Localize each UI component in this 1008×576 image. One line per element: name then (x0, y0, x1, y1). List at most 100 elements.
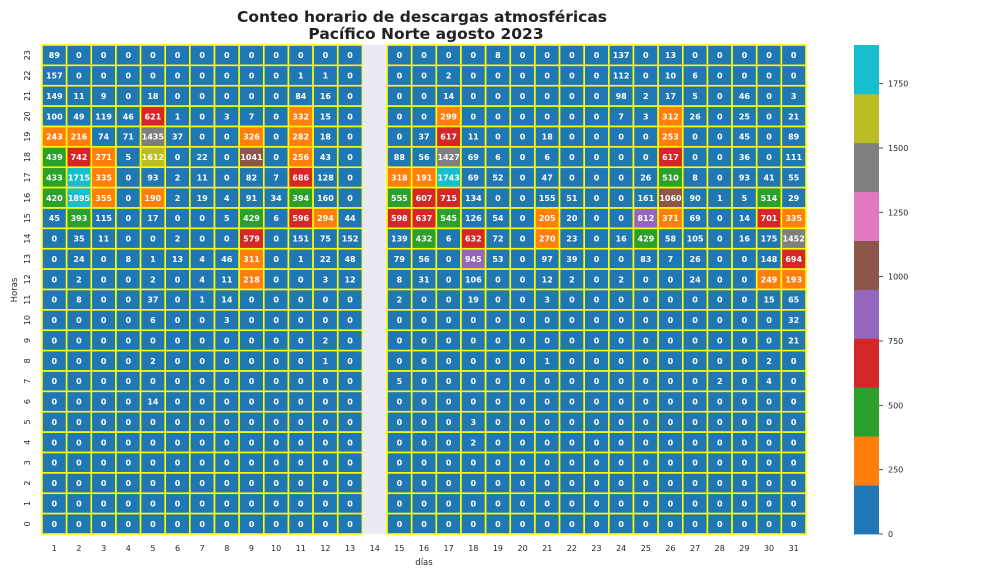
cell-label-d7-h13: 4 (199, 255, 205, 264)
x-tick-label-16: 16 (419, 544, 429, 553)
cell-label-d5-h5: 0 (150, 418, 156, 427)
y-tick-label-8: 8 (23, 358, 32, 363)
cell-label-d11-h12: 0 (298, 275, 304, 284)
heatmap-cell-missing-d14-h19 (362, 126, 388, 147)
cell-label-d15-h11: 2 (397, 296, 403, 305)
cell-label-d24-h7: 0 (618, 377, 624, 386)
cell-label-d28-h22: 0 (717, 72, 723, 81)
cell-label-d15-h14: 139 (391, 235, 408, 244)
cell-label-d25-h6: 0 (643, 398, 649, 407)
cell-label-d20-h11: 0 (520, 296, 526, 305)
cell-label-d21-h19: 18 (542, 133, 554, 142)
cell-label-d12-h1: 0 (323, 499, 329, 508)
cell-label-d26-h8: 0 (668, 357, 674, 366)
cell-label-d11-h21: 84 (295, 92, 307, 101)
cell-label-d31-h16: 29 (788, 194, 800, 203)
colorbar-segment-7 (854, 142, 879, 193)
cell-label-d24-h5: 0 (618, 418, 624, 427)
colorbar-tick-label-500: 500 (888, 401, 903, 410)
cell-label-d7-h16: 19 (197, 194, 209, 203)
cell-label-d7-h21: 0 (199, 92, 205, 101)
cell-label-d19-h23: 8 (495, 51, 501, 60)
cell-label-d30-h13: 148 (761, 255, 778, 264)
x-tick-label-26: 26 (665, 544, 675, 553)
cell-label-d22-h4: 0 (569, 438, 575, 447)
cell-label-d8-h0: 0 (224, 520, 230, 529)
cell-label-d21-h22: 0 (544, 72, 550, 81)
x-tick-label-25: 25 (641, 544, 651, 553)
heatmap-cell-d31-h0 (780, 512, 807, 535)
heatmap-cell-missing-d14-h6 (362, 391, 388, 412)
cell-label-d30-h19: 0 (766, 133, 772, 142)
cell-label-d15-h12: 8 (397, 275, 403, 284)
cell-label-d5-h12: 2 (150, 275, 156, 284)
x-tick-label-11: 11 (296, 544, 306, 553)
cell-label-d6-h20: 1 (175, 112, 181, 121)
cell-label-d30-h21: 0 (766, 92, 772, 101)
cell-label-d18-h9: 0 (471, 336, 477, 345)
cell-label-d22-h19: 0 (569, 133, 575, 142)
cell-label-d27-h7: 0 (692, 377, 698, 386)
cell-label-d22-h17: 0 (569, 173, 575, 182)
cell-label-d25-h2: 0 (643, 479, 649, 488)
cell-label-d6-h6: 0 (175, 398, 181, 407)
cell-label-d31-h2: 0 (791, 479, 797, 488)
cell-label-d16-h19: 37 (418, 133, 429, 142)
cell-label-d5-h23: 0 (150, 51, 156, 60)
cell-label-d5-h15: 17 (147, 214, 158, 223)
cell-label-d28-h6: 0 (717, 398, 723, 407)
cell-label-d26-h17: 510 (662, 173, 679, 182)
cell-label-d27-h18: 0 (692, 153, 698, 162)
cell-label-d12-h8: 1 (323, 357, 329, 366)
y-tick-label-0: 0 (23, 521, 32, 526)
cell-label-d15-h5: 0 (397, 418, 403, 427)
cell-label-d20-h18: 0 (520, 153, 526, 162)
colorbar-segment-3 (854, 338, 879, 388)
cell-label-d26-h20: 312 (662, 112, 679, 121)
cell-label-d22-h1: 0 (569, 499, 575, 508)
cell-label-d28-h4: 0 (717, 438, 723, 447)
cell-label-d11-h11: 0 (298, 296, 304, 305)
cell-label-d27-h8: 0 (692, 357, 698, 366)
cell-label-d22-h18: 0 (569, 153, 575, 162)
cell-label-d8-h22: 0 (224, 72, 230, 81)
cell-label-d28-h0: 0 (717, 520, 723, 529)
x-tick-label-7: 7 (200, 544, 205, 553)
cell-label-d19-h18: 6 (495, 153, 501, 162)
cell-label-d21-h7: 0 (544, 377, 550, 386)
cell-label-d17-h1: 0 (446, 499, 452, 508)
cell-label-d15-h18: 88 (394, 153, 406, 162)
cell-label-d29-h10: 0 (742, 316, 748, 325)
x-tick-label-24: 24 (616, 544, 626, 553)
cell-label-d29-h5: 0 (742, 418, 748, 427)
cell-label-d31-h17: 55 (788, 173, 800, 182)
cell-label-d11-h3: 0 (298, 459, 304, 468)
cell-label-d28-h20: 0 (717, 112, 723, 121)
cell-label-d31-h21: 3 (791, 92, 797, 101)
cell-label-d9-h15: 429 (243, 214, 260, 223)
cell-label-d15-h2: 0 (397, 479, 403, 488)
cell-label-d22-h21: 0 (569, 92, 575, 101)
cell-label-d28-h3: 0 (717, 459, 723, 468)
cell-label-d23-h6: 0 (594, 398, 600, 407)
cell-label-d7-h11: 1 (199, 296, 205, 305)
cell-label-d31-h1: 0 (791, 499, 797, 508)
cell-label-d21-h11: 3 (544, 296, 550, 305)
cell-label-d4-h19: 71 (123, 133, 135, 142)
cell-label-d10-h13: 0 (273, 255, 279, 264)
x-tick-label-23: 23 (591, 544, 601, 553)
cell-label-d12-h2: 0 (323, 479, 329, 488)
cell-label-d25-h12: 0 (643, 275, 649, 284)
cell-label-d29-h13: 0 (742, 255, 748, 264)
cell-label-d5-h3: 0 (150, 459, 156, 468)
heatmap-cell-missing-d14-h8 (362, 350, 388, 371)
cell-label-d6-h9: 0 (175, 336, 181, 345)
cell-label-d10-h2: 0 (273, 479, 279, 488)
cell-label-d24-h14: 16 (616, 235, 628, 244)
cell-label-d25-h14: 429 (637, 235, 654, 244)
cell-label-d9-h16: 91 (246, 194, 258, 203)
y-tick-label-17: 17 (23, 172, 32, 182)
cell-label-d15-h23: 0 (397, 51, 403, 60)
cell-label-d25-h10: 0 (643, 316, 649, 325)
cell-label-d24-h21: 98 (616, 92, 628, 101)
